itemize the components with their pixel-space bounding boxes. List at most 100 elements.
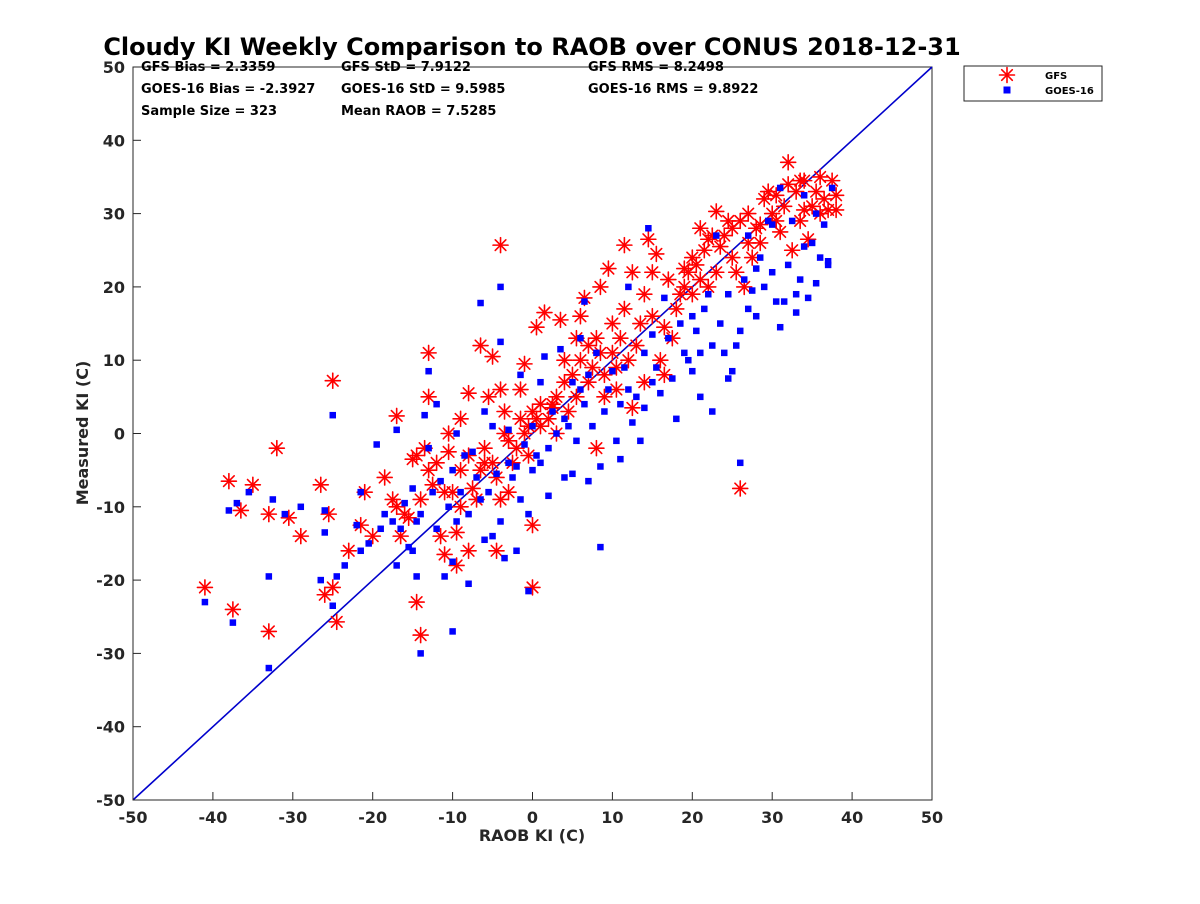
gfs-point bbox=[636, 285, 653, 303]
goes16-point bbox=[725, 290, 732, 298]
legend-gfs-asterisk bbox=[998, 66, 1016, 84]
gfs-point bbox=[616, 236, 633, 254]
goes16-point bbox=[569, 470, 576, 478]
gfs-point bbox=[707, 203, 725, 220]
goes16-point bbox=[373, 441, 380, 448]
gfs-point bbox=[312, 476, 330, 494]
gfs-point bbox=[468, 491, 485, 508]
goes16-point bbox=[393, 562, 400, 569]
gfs-point bbox=[388, 407, 405, 425]
goes16-point bbox=[245, 488, 253, 496]
goes16-point bbox=[493, 470, 500, 478]
goes16-point bbox=[465, 580, 472, 588]
goes16-point bbox=[537, 378, 544, 386]
gfs-point bbox=[556, 351, 573, 369]
goes16-point bbox=[717, 320, 724, 327]
gfs-point bbox=[420, 344, 437, 362]
goes16-series bbox=[201, 184, 836, 672]
goes16-point bbox=[573, 437, 580, 445]
goes16-point bbox=[585, 477, 592, 485]
goes16-point bbox=[437, 477, 444, 485]
goes16-point bbox=[509, 474, 516, 481]
goes16-point bbox=[772, 298, 780, 305]
gfs-point bbox=[683, 285, 701, 303]
gfs-point bbox=[408, 593, 425, 611]
goes16-point bbox=[800, 243, 808, 250]
goes16-point bbox=[497, 338, 504, 346]
goes16-point bbox=[529, 466, 536, 474]
goes16-point bbox=[581, 400, 588, 408]
goes16-point bbox=[709, 342, 716, 349]
gfs-point bbox=[428, 454, 445, 472]
gfs-point bbox=[660, 271, 677, 288]
gfs-point bbox=[512, 410, 529, 428]
gfs-point bbox=[492, 491, 509, 508]
gfs-point bbox=[260, 623, 278, 640]
goes16-point bbox=[417, 650, 424, 657]
stat-text: GOES-16 StD = 9.5985 bbox=[341, 82, 505, 97]
y-tick-label: -20 bbox=[96, 571, 125, 590]
goes16-point bbox=[752, 312, 760, 320]
goes16-point bbox=[297, 503, 305, 511]
goes16-point bbox=[321, 507, 329, 514]
goes16-point bbox=[421, 411, 428, 419]
goes16-point bbox=[425, 444, 432, 452]
x-axis-ticks: -50 -40 -30 -20 -10 0 10 20 30 40 50 bbox=[119, 792, 943, 827]
goes16-point bbox=[629, 419, 636, 426]
goes16-point bbox=[768, 221, 776, 228]
goes16-point bbox=[365, 540, 372, 547]
gfs-point bbox=[751, 216, 769, 233]
gfs-point bbox=[771, 223, 789, 241]
gfs-point bbox=[376, 469, 393, 486]
goes16-point bbox=[768, 268, 776, 276]
goes16-point bbox=[633, 393, 640, 401]
gfs-point bbox=[699, 230, 717, 248]
gfs-point bbox=[492, 381, 509, 398]
goes16-point bbox=[429, 488, 436, 496]
stat-text: GFS StD = 7.9122 bbox=[341, 60, 471, 75]
goes16-point bbox=[625, 386, 632, 393]
goes16-point bbox=[545, 492, 552, 500]
gfs-point bbox=[723, 219, 741, 237]
goes16-point bbox=[673, 415, 680, 423]
goes16-point bbox=[449, 558, 456, 566]
goes16-point bbox=[792, 309, 800, 316]
goes16-point bbox=[816, 254, 824, 261]
goes16-point bbox=[489, 532, 496, 540]
gfs-point bbox=[476, 439, 493, 457]
gfs-point bbox=[196, 579, 214, 596]
y-tick-label: 40 bbox=[103, 131, 125, 150]
gfs-point bbox=[588, 329, 605, 347]
goes16-point bbox=[333, 573, 340, 580]
y-tick-label: -50 bbox=[96, 791, 125, 810]
legend-box bbox=[963, 65, 1103, 102]
gfs-point bbox=[492, 236, 509, 254]
goes16-point bbox=[469, 448, 476, 456]
goes16-point bbox=[701, 305, 708, 313]
gfs-point bbox=[220, 472, 238, 490]
gfs-point bbox=[472, 337, 489, 354]
goes16-point bbox=[725, 375, 732, 382]
goes16-point bbox=[585, 371, 592, 379]
goes16-point bbox=[453, 430, 460, 437]
goes16-point bbox=[485, 488, 492, 496]
goes16-point bbox=[597, 463, 604, 470]
x-tick-label: -30 bbox=[278, 808, 307, 827]
goes16-point bbox=[569, 378, 576, 386]
goes16-point bbox=[756, 254, 764, 261]
gfs-point bbox=[815, 190, 833, 208]
gfs-point bbox=[572, 307, 589, 325]
goes16-point bbox=[804, 294, 812, 302]
gfs-point bbox=[727, 263, 745, 281]
goes16-point bbox=[489, 422, 496, 430]
gfs-point bbox=[452, 410, 469, 428]
gfs-point bbox=[508, 439, 525, 457]
goes16-point bbox=[744, 305, 752, 313]
y-tick-label: 10 bbox=[103, 351, 125, 370]
goes16-point bbox=[645, 225, 652, 232]
gfs-point bbox=[232, 502, 250, 519]
gfs-point bbox=[432, 527, 449, 545]
gfs-point bbox=[548, 388, 565, 406]
goes16-point bbox=[597, 543, 604, 551]
